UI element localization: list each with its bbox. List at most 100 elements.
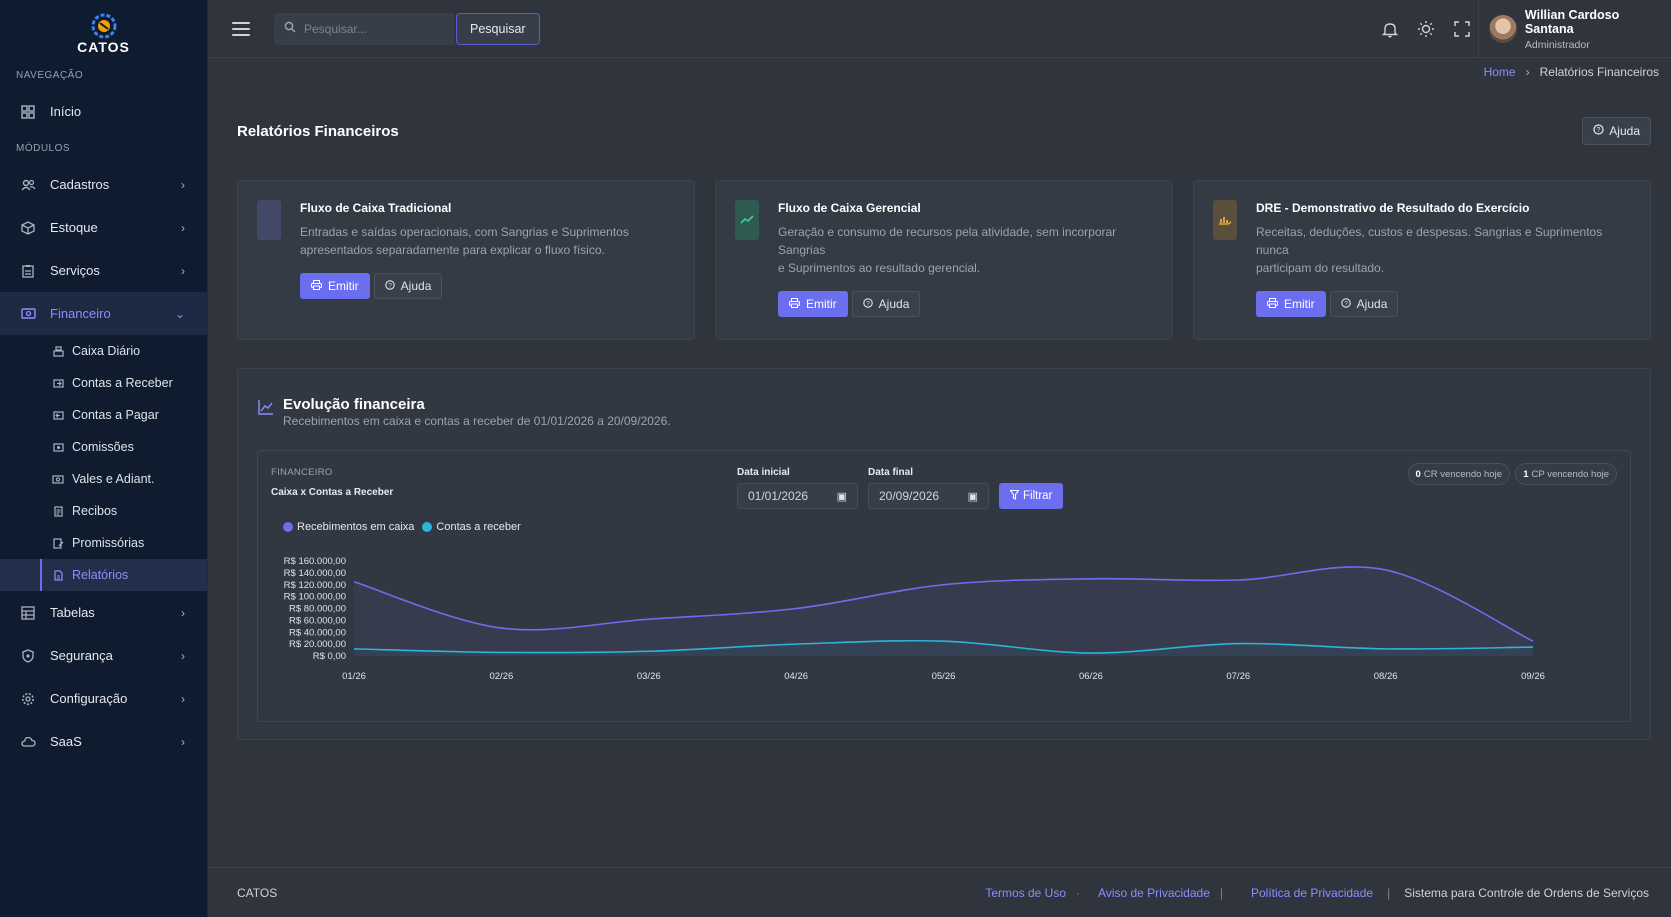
sidebar-subitem-vales[interactable]: Vales e Adiant.: [0, 463, 207, 495]
y-tick-label: R$ 20.000,00: [289, 639, 346, 650]
sidebar-subitem-comissoes[interactable]: Comissões: [0, 431, 207, 463]
sidebar-item-tabelas[interactable]: Tabelas ›: [0, 591, 207, 634]
cash-in-icon: [52, 377, 64, 389]
trend-up-icon: [735, 200, 759, 240]
privacy-policy-link[interactable]: Política de Privacidade: [1251, 885, 1374, 900]
y-tick-label: R$ 160.000,00: [284, 556, 346, 567]
terms-link[interactable]: Termos de Uso: [985, 885, 1067, 900]
card-title: Fluxo de Caixa Gerencial: [778, 201, 921, 215]
fullscreen-icon[interactable]: [1453, 20, 1471, 38]
chevron-right-icon: ›: [181, 691, 185, 706]
start-date-input[interactable]: 01/01/2026 ▣: [737, 483, 858, 509]
emit-button[interactable]: Emitir: [778, 291, 848, 317]
legend-item-caixa[interactable]: Recebimentos em caixa: [283, 521, 414, 533]
filter-button[interactable]: Filtrar: [999, 483, 1064, 509]
card-description: Geração e consumo de recursos pela ativi…: [778, 225, 1117, 275]
help-button[interactable]: ? Ajuda: [1582, 117, 1651, 145]
avatar: [1489, 15, 1517, 43]
calendar-icon: ▣: [967, 490, 978, 503]
sidebar-subitem-label: Contas a Receber: [72, 376, 173, 390]
question-circle-icon: ?: [862, 297, 873, 311]
footer-separator: ·: [1076, 885, 1081, 900]
user-menu[interactable]: Willian Cardoso Santana Administrador: [1478, 0, 1671, 58]
breadcrumb-separator-icon: ›: [1525, 65, 1530, 79]
breadcrumb-home-link[interactable]: Home: [1483, 65, 1516, 79]
privacy-notice-link[interactable]: Aviso de Privacidade: [1098, 885, 1210, 900]
start-date-value: 01/01/2026: [748, 489, 809, 503]
user-name: Willian Cardoso Santana: [1524, 7, 1620, 36]
svg-text:?: ?: [388, 282, 392, 289]
sidebar-subitem-contas-pagar[interactable]: Contas a Pagar: [0, 399, 207, 431]
sidebar-item-servicos[interactable]: Serviços ›: [0, 249, 207, 292]
emit-button[interactable]: Emitir: [1256, 291, 1326, 317]
sidebar-item-cadastros[interactable]: Cadastros ›: [0, 163, 207, 206]
sidebar-subitem-contas-receber[interactable]: Contas a Receber: [0, 367, 207, 399]
footer: CATOS Termos de Uso · Aviso de Privacida…: [208, 867, 1671, 917]
sidebar-subitem-promissorias[interactable]: Promissórias: [0, 527, 207, 559]
x-tick-label: 03/26: [637, 671, 661, 682]
sidebar-item-label: Serviços: [50, 263, 100, 278]
sidebar-subitem-recibos[interactable]: Recibos: [0, 495, 207, 527]
end-date-input[interactable]: 20/09/2026 ▣: [868, 483, 989, 509]
card-help-button[interactable]: ? Ajuda: [851, 291, 921, 317]
help-button-label: Ajuda: [1609, 124, 1640, 138]
filter-button-label: Filtrar: [1023, 490, 1053, 502]
section-navegacao: NAVEGAÇÃO: [16, 69, 84, 81]
dashboard-icon: [20, 104, 36, 120]
sidebar-subitem-label: Promissórias: [72, 536, 145, 550]
printer-icon: [789, 297, 800, 311]
filter-icon: [1009, 489, 1020, 503]
breadcrumb-current: Relatórios Financeiros: [1539, 65, 1659, 79]
card-help-button[interactable]: ? Ajuda: [1329, 291, 1399, 317]
card-help-button[interactable]: ? Ajuda: [373, 273, 443, 299]
card-help-label: Ajuda: [400, 279, 432, 293]
line-chart: R$ 0,00R$ 20.000,00R$ 40.000,00R$ 60.000…: [284, 556, 1545, 682]
sidebar-item-configuracao[interactable]: Configuração ›: [0, 677, 207, 720]
chart-heading: Caixa x Contas a Receber: [271, 487, 394, 498]
chevron-right-icon: ›: [181, 177, 185, 192]
chevron-down-icon: ⌄: [174, 306, 185, 321]
cash-out-icon: [52, 409, 64, 421]
sidebar-subitem-label: Contas a Pagar: [72, 408, 159, 422]
logo[interactable]: CATOS: [0, 0, 207, 60]
sun-icon[interactable]: [1417, 20, 1435, 38]
sidebar-subitem-label: Recibos: [72, 504, 118, 518]
question-circle-icon: ?: [1593, 124, 1604, 138]
search-input[interactable]: [304, 21, 434, 36]
shield-icon: [20, 648, 36, 664]
x-tick-label: 02/26: [489, 671, 513, 682]
sidebar-subitem-caixa-diario[interactable]: Caixa Diário: [0, 335, 207, 367]
emit-button[interactable]: Emitir: [300, 273, 370, 299]
sidebar-item-label: Financeiro: [50, 306, 111, 321]
chevron-right-icon: ›: [181, 605, 185, 620]
sidebar-item-inicio[interactable]: Início: [0, 90, 207, 133]
sidebar-item-saas[interactable]: SaaS ›: [0, 720, 207, 763]
sidebar-item-label: Início: [50, 104, 82, 119]
sidebar-item-label: Cadastros: [50, 177, 110, 192]
user-role: Administrador: [1524, 38, 1590, 51]
sidebar-subitem-label: Comissões: [72, 440, 134, 454]
sidebar-item-estoque[interactable]: Estoque ›: [0, 206, 207, 249]
line-chart-icon: [258, 400, 273, 415]
card-help-label: Ajuda: [878, 297, 910, 311]
sidebar-item-label: Estoque: [50, 220, 98, 235]
report-card-fluxo-tradicional: Fluxo de Caixa Tradicional Entradas e sa…: [237, 180, 695, 340]
chart-card: FINANCEIRO Caixa x Contas a Receber Data…: [257, 450, 1631, 722]
menu-toggle-icon[interactable]: [232, 21, 250, 36]
voucher-icon: [52, 473, 64, 485]
x-tick-label: 08/26: [1374, 671, 1398, 682]
end-date-value: 20/09/2026: [879, 489, 940, 503]
cloud-icon: [20, 734, 36, 750]
breadcrumb: Home › Relatórios Financeiros: [1484, 65, 1659, 79]
legend-item-receber[interactable]: Contas a receber: [422, 521, 521, 533]
chevron-right-icon: ›: [181, 734, 185, 749]
sidebar-item-financeiro[interactable]: Financeiro ⌄: [0, 292, 207, 335]
footer-brand: CATOS: [237, 885, 278, 900]
sidebar-item-seguranca[interactable]: Segurança ›: [0, 634, 207, 677]
bell-icon[interactable]: [1381, 20, 1399, 38]
x-tick-label: 06/26: [1079, 671, 1103, 682]
y-tick-label: R$ 40.000,00: [289, 627, 346, 638]
sidebar-subitem-relatorios[interactable]: Relatórios: [0, 559, 207, 591]
sidebar-subitem-label: Relatórios: [72, 568, 129, 582]
search-button[interactable]: Pesquisar: [456, 12, 540, 45]
